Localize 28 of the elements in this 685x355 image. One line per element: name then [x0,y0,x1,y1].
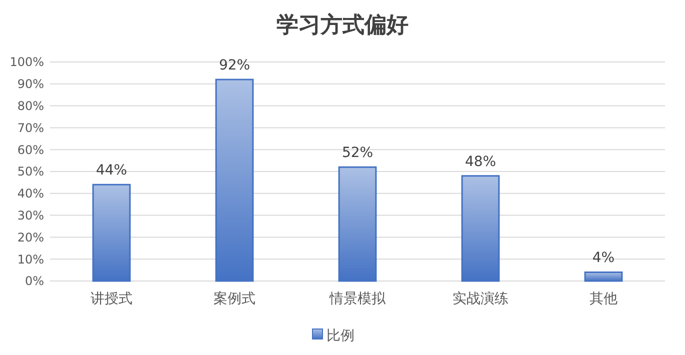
y-tick-label: 30% [17,208,44,222]
bar [215,78,254,282]
y-tick-label: 10% [17,252,44,266]
y-tick-label: 20% [17,230,44,244]
x-tick-label: 实战演练 [452,291,508,307]
data-label: 4% [592,250,615,266]
y-tick-label: 50% [17,164,44,179]
y-tick-label: 70% [17,120,44,135]
y-tick-label: 90% [17,77,44,92]
data-label: 52% [342,145,374,162]
x-tick-label: 讲授式 [90,291,132,307]
chart-title: 学习方式偏好 [276,12,408,38]
y-tick-label: 60% [17,142,44,157]
bar [338,166,377,282]
data-label: 44% [96,162,128,179]
legend-label: 比例 [326,328,354,344]
x-tick-label: 其他 [590,291,618,307]
y-tick-label: 100% [10,55,44,70]
bar [584,271,623,282]
data-label: 92% [218,58,250,74]
bar [92,184,131,282]
y-tick-label: 80% [17,99,44,113]
x-tick-label: 案例式 [214,290,256,307]
data-label: 48% [464,154,496,170]
x-tick-label: 情景模拟 [328,291,386,307]
y-tick-label: 0% [24,274,44,288]
y-tick-label: 40% [17,186,44,201]
bar [461,175,500,282]
